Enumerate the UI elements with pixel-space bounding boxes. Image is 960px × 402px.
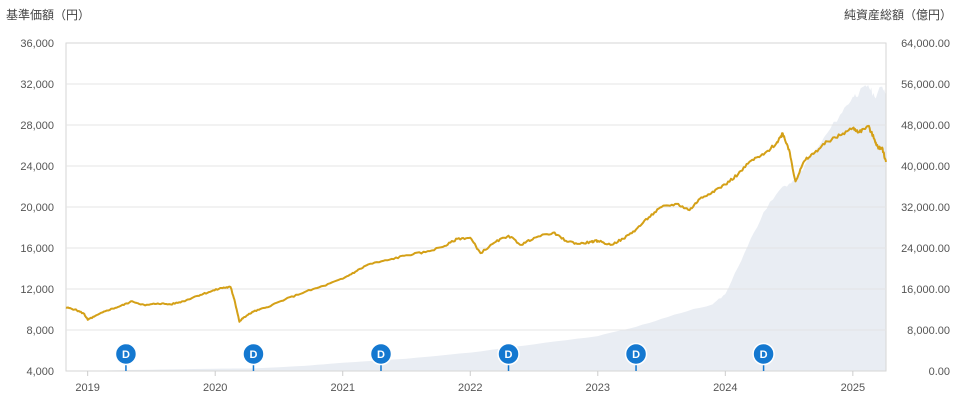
x-tick-label: 2021 [330,382,354,394]
nav-line [65,124,887,323]
area-layer [66,85,886,371]
dividend-marker-circle [497,342,520,366]
right-tick-label: 24,000.00 [901,243,950,255]
text-layer: 基準価額（円） 純資産総額（億円） 4,000 8,000 12,000 16,000… [6,7,952,394]
dividend-marker-label: D [377,349,385,361]
x-tick-label: 2025 [841,382,865,394]
left-tick-label: 36,000 [20,38,54,50]
right-tick-label: 48,000.00 [901,120,950,132]
dividend-marker-circle [752,342,775,366]
right-tick-label: 8,000.00 [907,325,950,337]
x-tick-label: 2023 [586,382,610,394]
dividend-marker-circle [242,342,265,366]
x-tick-label: 2022 [458,382,482,394]
net-assets-area [66,85,886,371]
left-tick-label: 24,000 [20,161,54,173]
x-tick-label: 2019 [75,382,99,394]
dividend-marker-circle [369,342,393,366]
x-tick-label: 2024 [713,382,737,394]
left-tick-label: 16,000 [20,243,54,255]
dividend-marker[interactable]: D [497,342,520,372]
dividend-marker[interactable]: D [624,342,648,372]
dividend-marker[interactable]: D [114,342,138,372]
right-axis-title: 純資産総額（億円） [844,7,952,22]
right-tick-label: 56,000.00 [901,79,950,91]
left-tick-label: 32,000 [20,79,54,91]
left-tick-label: 28,000 [20,120,54,132]
x-tick-label: 2020 [203,382,227,394]
dividend-marker-label: D [760,349,768,361]
dividend-marker-circle [114,342,138,366]
dividend-marker-circle [624,342,648,366]
dividend-marker-label: D [505,349,513,361]
left-tick-label: 4,000 [26,366,54,378]
dividend-marker[interactable]: D [752,342,775,372]
right-tick-label: 0.00 [929,366,950,378]
left-tick-label: 20,000 [20,202,54,214]
right-tick-label: 32,000.00 [901,202,950,214]
line-layer [65,124,887,323]
left-tick-label: 8,000 [26,325,54,337]
grid-layer [65,42,887,376]
right-tick-label: 16,000.00 [901,284,950,296]
right-tick-label: 64,000.00 [901,38,950,50]
right-tick-label: 40,000.00 [901,161,950,173]
dividend-marker[interactable]: D [242,342,265,372]
dividend-marker-label: D [632,349,640,361]
dividend-marker[interactable]: D [369,342,393,372]
left-axis-title: 基準価額（円） [6,7,90,22]
dividend-marker-label: D [249,349,257,361]
left-tick-label: 12,000 [20,284,54,296]
dividend-marker-label: D [122,349,130,361]
